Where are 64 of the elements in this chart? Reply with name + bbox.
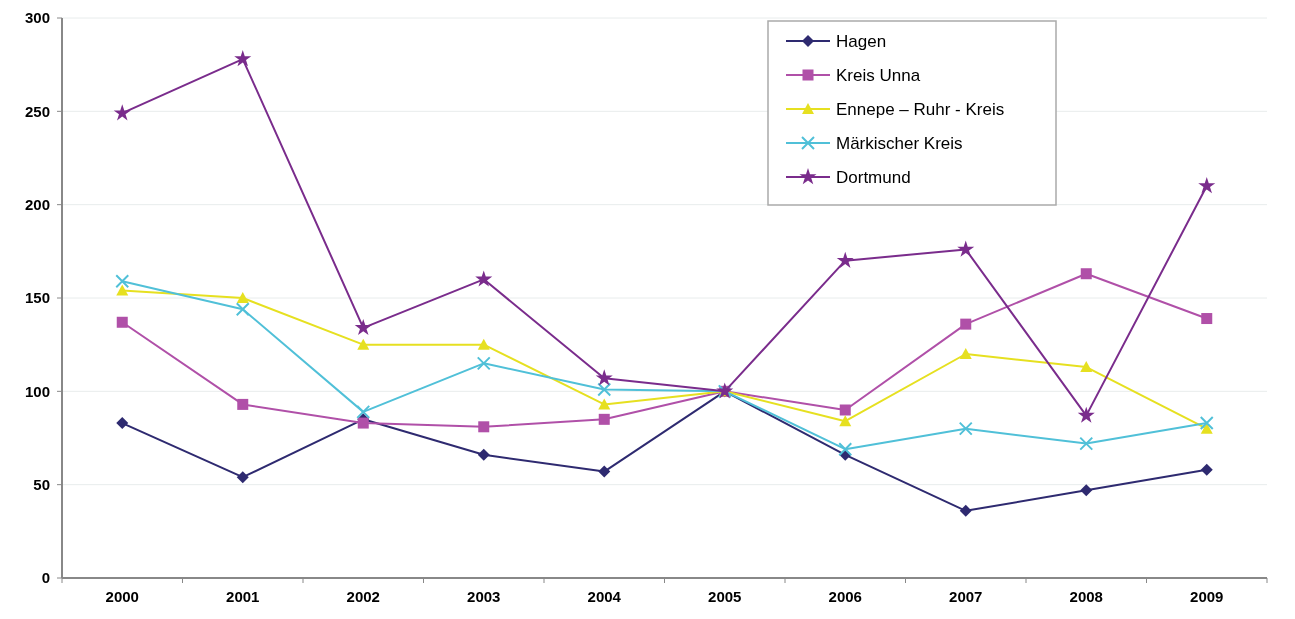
legend-label: Kreis Unna: [836, 65, 921, 85]
point: [113, 104, 131, 121]
point: [598, 398, 611, 410]
y-tick-label: 150: [24, 289, 50, 307]
point: [595, 369, 613, 386]
point: [356, 404, 371, 419]
y-tick-label: 200: [24, 195, 50, 213]
point: [958, 421, 973, 436]
x-tick-label: 2008: [1069, 588, 1103, 605]
y-tick-label: 0: [41, 569, 50, 587]
point: [1080, 268, 1092, 280]
point: [237, 398, 249, 410]
point: [116, 316, 128, 328]
point: [357, 338, 370, 350]
point: [115, 274, 130, 289]
point: [116, 417, 129, 430]
point: [1201, 313, 1213, 325]
point: [960, 318, 972, 330]
point: [1198, 177, 1216, 194]
x-tick-label: 2007: [949, 588, 983, 605]
point: [959, 504, 972, 517]
point: [234, 50, 252, 67]
point: [957, 240, 975, 257]
point: [116, 284, 129, 296]
point: [478, 421, 490, 433]
point: [839, 415, 852, 427]
point: [235, 302, 250, 317]
x-tick-label: 2001: [226, 588, 260, 605]
x-tick-label: 2003: [467, 588, 501, 605]
point: [236, 471, 249, 484]
y-tick-label: 100: [24, 382, 50, 400]
point: [1080, 361, 1093, 373]
x-tick-label: 2000: [105, 588, 139, 605]
point: [354, 318, 372, 336]
point: [598, 413, 610, 425]
x-tick-label: 2005: [708, 588, 742, 605]
x-tick-label: 2009: [1190, 588, 1224, 605]
point: [598, 465, 611, 478]
x-tick-label: 2002: [346, 588, 380, 605]
point: [959, 348, 972, 359]
point: [597, 382, 612, 397]
point: [475, 270, 493, 287]
point: [1080, 484, 1093, 497]
point: [476, 356, 491, 371]
point: [836, 251, 854, 268]
point: [838, 442, 853, 457]
legend-label: Märkischer Kreis: [836, 133, 963, 153]
y-tick-label: 300: [24, 9, 50, 27]
point: [477, 448, 490, 461]
x-tick-label: 2004: [587, 588, 622, 605]
point: [236, 292, 249, 303]
point: [477, 338, 490, 350]
point: [839, 404, 851, 416]
point: [1199, 416, 1214, 431]
y-tick-label: 50: [33, 475, 50, 493]
y-tick-label: 250: [24, 102, 50, 120]
x-tick-label: 2006: [828, 588, 862, 605]
point: [1079, 436, 1094, 451]
point: [1077, 406, 1095, 423]
legend-label: Ennepe – Ruhr - Kreis: [836, 99, 1005, 119]
legend-label: Hagen: [836, 31, 887, 51]
point: [357, 417, 369, 429]
legend-label: Dortmund: [836, 167, 911, 187]
point: [1200, 463, 1213, 476]
